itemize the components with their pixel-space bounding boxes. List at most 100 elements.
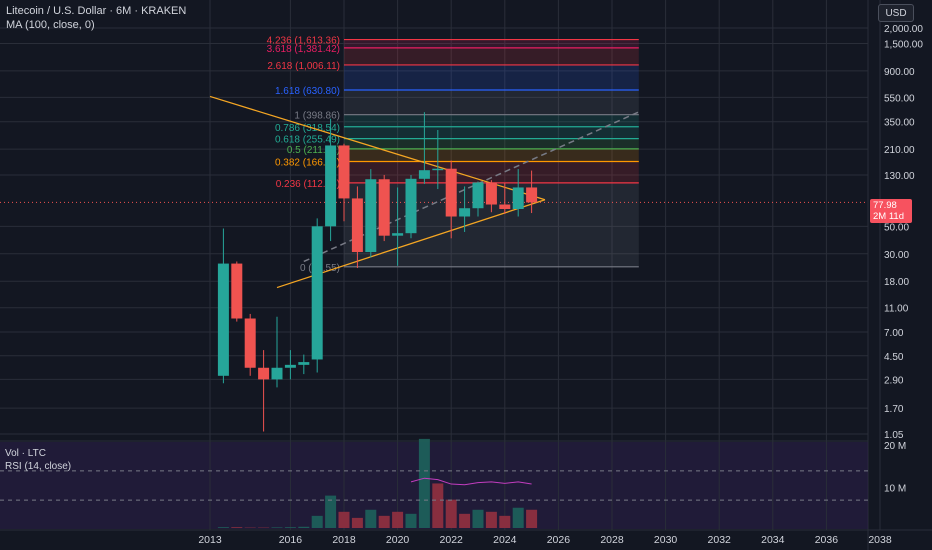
price-axis-tick-label: 2.90 <box>884 375 904 386</box>
fib-zone <box>344 126 639 139</box>
candle-body <box>526 187 538 203</box>
candle-body <box>472 182 484 209</box>
price-axis: 2,000.00 1,500.00 900.00 550.00 350.00 210.00… <box>884 24 923 495</box>
fib-zone <box>344 114 639 127</box>
candle-body <box>338 145 350 199</box>
volume-bar <box>392 511 404 528</box>
fib-level-label: 0.786 (318.54) <box>275 123 340 134</box>
volume-bar <box>351 517 363 528</box>
price-axis-tick-label: 2,000.00 <box>884 24 923 35</box>
candle-body <box>512 187 524 209</box>
volume-bar <box>459 513 471 528</box>
time-axis-tick-label: 2026 <box>547 534 571 546</box>
volume-pane-label[interactable]: Vol · LTC <box>5 448 46 459</box>
volume-bar <box>499 515 511 528</box>
fib-level-label: 0.5 (211.21) <box>287 145 340 156</box>
time-axis-tick-label: 2013 <box>198 534 222 546</box>
volume-bar <box>217 527 229 528</box>
volume-bar <box>445 499 457 528</box>
volume-bar <box>311 515 323 528</box>
volume-axis-tick-label: 10 M <box>884 484 906 495</box>
time-axis-tick-label: 2020 <box>386 534 410 546</box>
time-axis-tick-label: 2030 <box>654 534 678 546</box>
fib-zone <box>344 90 639 115</box>
volume-bars <box>217 438 538 528</box>
ma-indicator-label[interactable]: MA (100, close, 0) <box>6 19 95 31</box>
price-axis-tick-label: 30.00 <box>884 250 909 261</box>
fib-level-label: 0.236 (112.13) <box>276 179 340 190</box>
volume-bar <box>526 509 538 528</box>
candle-body <box>351 198 363 253</box>
candle-body <box>485 182 497 205</box>
time-axis-tick-label: 2028 <box>600 534 624 546</box>
volume-bar <box>378 515 390 528</box>
fib-level-label: 2.618 (1,006.11) <box>267 61 340 72</box>
fib-zone <box>344 161 639 183</box>
price-axis-tick-label: 1.70 <box>884 404 904 415</box>
price-axis-tick-label: 1.05 <box>884 430 904 441</box>
price-axis-tick-label: 4.50 <box>884 352 904 363</box>
time-axis: 2013 2016 2018 2020 2022 2024 2026 2028 2030 2032… <box>198 534 892 546</box>
time-axis-tick-label: 2034 <box>761 534 785 546</box>
candle-body <box>258 367 270 380</box>
candle-body <box>445 168 457 217</box>
volume-bar <box>271 527 283 528</box>
last-price-value: 77.98 <box>873 200 897 211</box>
fib-level-label: 3.618 (1,381.42) <box>267 44 340 55</box>
candle-body <box>499 204 511 209</box>
candle-body <box>271 367 283 380</box>
fib-zone <box>344 64 639 91</box>
time-axis-tick-label: 2016 <box>279 534 303 546</box>
volume-bar <box>512 507 524 528</box>
candle-body <box>459 208 471 217</box>
volume-bar <box>325 495 337 528</box>
price-axis-tick-label: 210.00 <box>884 145 915 156</box>
last-price-tag: 77.98 2M 11d <box>870 199 912 223</box>
volume-bar <box>472 509 484 528</box>
candle-body <box>231 263 243 319</box>
fib-zone <box>344 47 639 65</box>
volume-bar <box>365 509 377 528</box>
volume-axis-tick-label: 20 M <box>884 441 906 452</box>
price-axis-tick-label: 350.00 <box>884 118 915 129</box>
fib-level-label: 1 (398.86) <box>294 111 340 122</box>
volume-bar <box>418 438 430 528</box>
candle-body <box>365 179 377 253</box>
fib-level-label: 0.618 (255.49) <box>275 135 340 146</box>
volume-bar <box>405 513 417 528</box>
candle-body <box>298 362 310 365</box>
volume-bar <box>231 527 243 528</box>
volume-bar <box>485 511 497 528</box>
time-axis-tick-label: 2022 <box>440 534 464 546</box>
volume-bar <box>284 527 296 528</box>
fib-level-label: 0.382 (166.92) <box>275 158 340 169</box>
price-axis-tick-label: 18.00 <box>884 277 909 288</box>
fib-level-label: 1.618 (630.80) <box>275 86 340 97</box>
price-axis-tick-label: 900.00 <box>884 67 915 78</box>
time-axis-tick-label: 2018 <box>332 534 356 546</box>
fib-retracement: 4.236 (1,613.36)3.618 (1,381.42) 2.618 (1… <box>267 36 639 274</box>
candle-body <box>405 178 417 234</box>
fib-zone <box>344 148 639 162</box>
volume-bar <box>338 511 350 528</box>
time-axis-tick-label: 2024 <box>493 534 517 546</box>
time-axis-tick-label: 2036 <box>815 534 839 546</box>
price-axis-tick-label: 50.00 <box>884 222 909 233</box>
price-axis-tick-label: 550.00 <box>884 93 915 104</box>
price-axis-tick-label: 130.00 <box>884 171 915 182</box>
candle-body <box>244 318 256 368</box>
price-axis-bg <box>868 0 932 550</box>
currency-button[interactable]: USD <box>878 4 914 22</box>
volume-bar <box>298 526 310 528</box>
bar-countdown: 2M 11d <box>873 211 904 222</box>
rsi-pane-label[interactable]: RSI (14, close) <box>5 461 72 472</box>
candle-body <box>311 226 323 360</box>
candles <box>217 112 538 432</box>
symbol-title[interactable]: Litecoin / U.S. Dollar · 6M · KRAKEN <box>6 5 187 17</box>
candle-body <box>284 364 296 368</box>
price-axis-tick-label: 11.00 <box>884 304 909 315</box>
rsi-line <box>410 477 532 486</box>
candle-body <box>418 170 430 179</box>
